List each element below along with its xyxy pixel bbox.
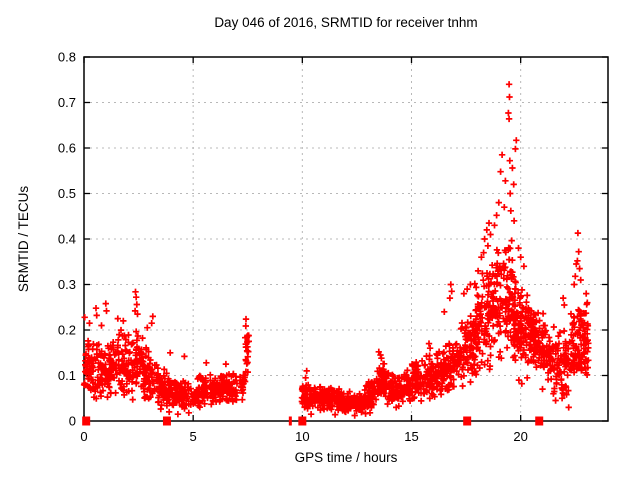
y-tick-label: 0.2 xyxy=(58,323,76,338)
chart-title: Day 046 of 2016, SRMTID for receiver tnh… xyxy=(214,15,477,30)
x-tick-label: 10 xyxy=(295,429,309,444)
y-tick-label: 0.4 xyxy=(58,232,76,247)
baseline-square-markers xyxy=(82,416,544,426)
y-tick-label: 0.5 xyxy=(58,186,76,201)
scatter-points xyxy=(80,81,592,419)
x-tick-label: 5 xyxy=(190,429,197,444)
x-axis-label: GPS time / hours xyxy=(295,450,398,465)
x-tick-label: 20 xyxy=(513,429,527,444)
y-tick-label: 0.7 xyxy=(58,95,76,110)
baseline-square-marker xyxy=(162,416,171,426)
y-tick-label: 0 xyxy=(69,414,76,429)
y-tick-label: 0.3 xyxy=(58,277,76,292)
y-tick-label: 0.1 xyxy=(58,368,76,383)
y-tick-label: 0.6 xyxy=(58,141,76,156)
grid-lines xyxy=(84,57,608,421)
plot-border xyxy=(83,56,609,422)
y-axis-label: SRMTID / TECUs xyxy=(16,186,31,293)
x-tick-label: 15 xyxy=(404,429,418,444)
y-tick-label: 0.8 xyxy=(58,50,76,65)
baseline-square-marker xyxy=(535,416,544,426)
tick-labels: 0 5 10 15 20 0 0.1 0.2 0.3 0.4 0.5 0.6 0.7 0.8 xyxy=(58,50,528,445)
baseline-square-marker xyxy=(288,416,292,426)
x-tick-label: 0 xyxy=(80,429,87,444)
baseline-square-marker xyxy=(82,416,91,426)
baseline-square-marker xyxy=(463,416,472,426)
baseline-square-marker xyxy=(298,416,307,426)
